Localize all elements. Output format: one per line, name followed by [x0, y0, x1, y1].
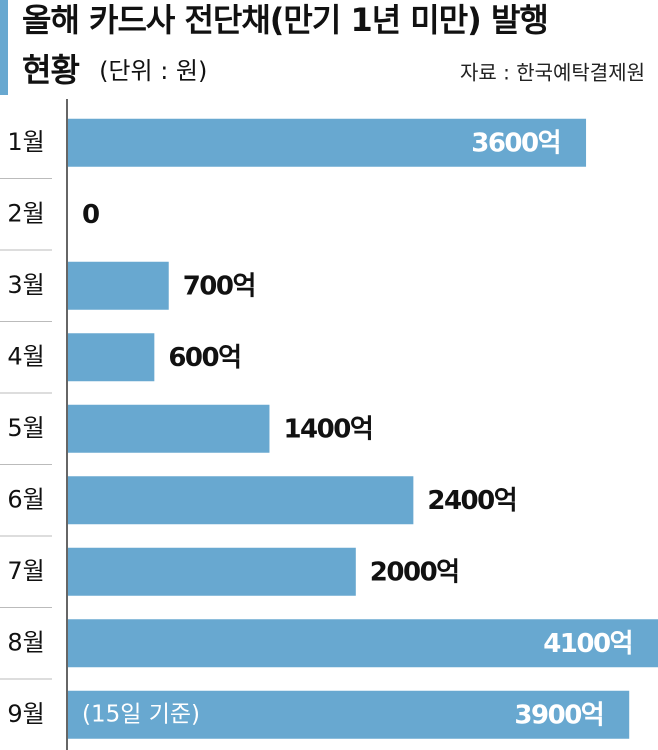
y-tick-label: 6월: [7, 485, 44, 513]
chart-title: 올해 카드사 전단채(만기 1년 미만) 발행: [22, 1, 548, 39]
value-label: 4100억: [543, 629, 632, 659]
bar: [68, 333, 155, 382]
bar: [68, 690, 630, 739]
unit: (단위 : 원): [99, 57, 207, 85]
y-tick-label: 7월: [7, 557, 44, 585]
title-line-2: 현황 (단위 : 원): [22, 51, 207, 89]
value-label: 1400억: [283, 414, 372, 444]
value-label: 700억: [183, 271, 255, 301]
chart-title: 현황: [22, 51, 79, 89]
value-label: 600억: [168, 343, 240, 373]
y-tick-label: 8월: [7, 628, 44, 656]
source: 자료 : 한국예탁결제원: [460, 61, 645, 85]
value-label: 2400억: [427, 486, 516, 516]
y-tick-label: 3월: [7, 271, 44, 299]
title-accent: [0, 0, 8, 95]
y-tick-label: 4월: [7, 342, 44, 370]
y-tick-label: 2월: [7, 199, 44, 227]
bar: [68, 118, 587, 167]
value-label: 3600억: [471, 128, 560, 158]
value-label: 0: [82, 200, 99, 230]
bar: [68, 547, 356, 596]
annotation: (15일 기준): [82, 701, 200, 727]
y-tick-label: 5월: [7, 414, 44, 442]
bar: [68, 619, 658, 668]
value-label: 3900억: [514, 700, 603, 730]
value-label: 2000억: [370, 557, 459, 587]
bar: [68, 476, 414, 525]
y-tick-label: 9월: [7, 700, 44, 728]
y-tick-label: 1월: [7, 128, 44, 156]
bar: [68, 261, 169, 310]
bar: [68, 404, 270, 453]
